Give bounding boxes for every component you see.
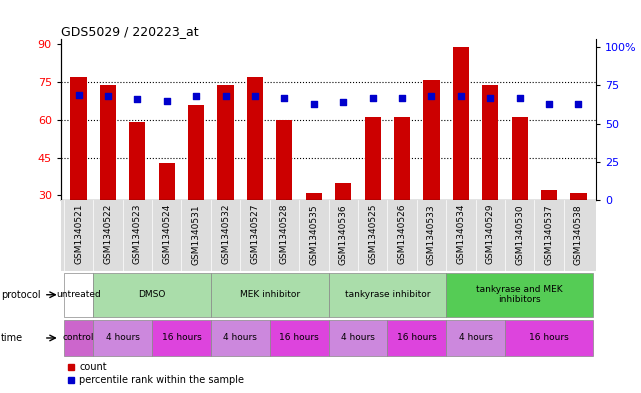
Bar [512, 118, 528, 200]
FancyBboxPatch shape [387, 320, 446, 356]
Bar [482, 84, 498, 200]
Legend: count, percentile rank within the sample: count, percentile rank within the sample [66, 362, 244, 386]
Text: GSM1340526: GSM1340526 [397, 204, 406, 264]
Bar [365, 118, 381, 200]
Text: tankyrase and MEK
inhibitors: tankyrase and MEK inhibitors [476, 285, 563, 305]
Text: GSM1340531: GSM1340531 [192, 204, 201, 264]
FancyBboxPatch shape [93, 320, 152, 356]
Bar [159, 163, 175, 200]
Point [309, 101, 319, 107]
Text: MEK inhibitor: MEK inhibitor [240, 290, 300, 299]
Bar [129, 122, 146, 200]
Point [485, 94, 495, 101]
Bar [247, 77, 263, 200]
Bar [61, 200, 596, 271]
Text: control: control [63, 334, 94, 342]
Text: GSM1340529: GSM1340529 [486, 204, 495, 264]
Text: GSM1340521: GSM1340521 [74, 204, 83, 264]
Text: GSM1340524: GSM1340524 [162, 204, 171, 264]
FancyBboxPatch shape [505, 320, 593, 356]
Text: GSM1340537: GSM1340537 [545, 204, 554, 264]
Bar [100, 84, 116, 200]
FancyBboxPatch shape [211, 320, 270, 356]
Text: 16 hours: 16 hours [279, 334, 319, 342]
FancyBboxPatch shape [64, 273, 93, 317]
Point [132, 96, 142, 102]
Bar [306, 193, 322, 200]
FancyBboxPatch shape [152, 320, 211, 356]
FancyBboxPatch shape [211, 273, 328, 317]
Point [221, 93, 231, 99]
FancyBboxPatch shape [270, 320, 328, 356]
Text: DMSO: DMSO [138, 290, 166, 299]
Text: 16 hours: 16 hours [397, 334, 437, 342]
Text: 4 hours: 4 hours [341, 334, 375, 342]
Point [573, 101, 583, 107]
Text: 4 hours: 4 hours [106, 334, 140, 342]
Text: 16 hours: 16 hours [162, 334, 201, 342]
Point [191, 93, 201, 99]
Bar [570, 193, 587, 200]
Bar [541, 190, 557, 200]
Text: 4 hours: 4 hours [223, 334, 257, 342]
FancyBboxPatch shape [328, 273, 446, 317]
Point [279, 94, 290, 101]
Bar [335, 183, 351, 200]
Point [338, 99, 348, 105]
Text: 16 hours: 16 hours [529, 334, 569, 342]
Bar [71, 77, 87, 200]
Point [250, 93, 260, 99]
Text: GSM1340523: GSM1340523 [133, 204, 142, 264]
Point [103, 93, 113, 99]
Text: GSM1340522: GSM1340522 [103, 204, 112, 264]
Text: tankyrase inhibitor: tankyrase inhibitor [345, 290, 430, 299]
Text: GSM1340535: GSM1340535 [310, 204, 319, 264]
Bar [276, 120, 292, 200]
Point [456, 93, 466, 99]
Point [515, 94, 525, 101]
FancyBboxPatch shape [93, 273, 211, 317]
FancyBboxPatch shape [446, 273, 593, 317]
Text: protocol: protocol [1, 290, 40, 300]
Bar [453, 47, 469, 200]
Point [397, 94, 407, 101]
Text: GSM1340538: GSM1340538 [574, 204, 583, 264]
FancyBboxPatch shape [328, 320, 387, 356]
Bar [217, 84, 234, 200]
Text: time: time [1, 333, 23, 343]
Text: GSM1340533: GSM1340533 [427, 204, 436, 264]
Text: GSM1340532: GSM1340532 [221, 204, 230, 264]
Text: 4 hours: 4 hours [458, 334, 492, 342]
Point [426, 93, 437, 99]
Text: untreated: untreated [56, 290, 101, 299]
Bar [188, 105, 204, 200]
Text: GSM1340527: GSM1340527 [251, 204, 260, 264]
Bar [394, 118, 410, 200]
Text: GSM1340536: GSM1340536 [338, 204, 347, 264]
Text: GSM1340525: GSM1340525 [368, 204, 377, 264]
Point [162, 97, 172, 104]
Point [544, 101, 554, 107]
Bar [423, 79, 440, 200]
Text: GSM1340534: GSM1340534 [456, 204, 465, 264]
FancyBboxPatch shape [64, 320, 93, 356]
Text: GSM1340528: GSM1340528 [280, 204, 289, 264]
Point [74, 92, 84, 98]
FancyBboxPatch shape [446, 320, 505, 356]
Text: GDS5029 / 220223_at: GDS5029 / 220223_at [61, 25, 199, 38]
Text: GSM1340530: GSM1340530 [515, 204, 524, 264]
Point [367, 94, 378, 101]
